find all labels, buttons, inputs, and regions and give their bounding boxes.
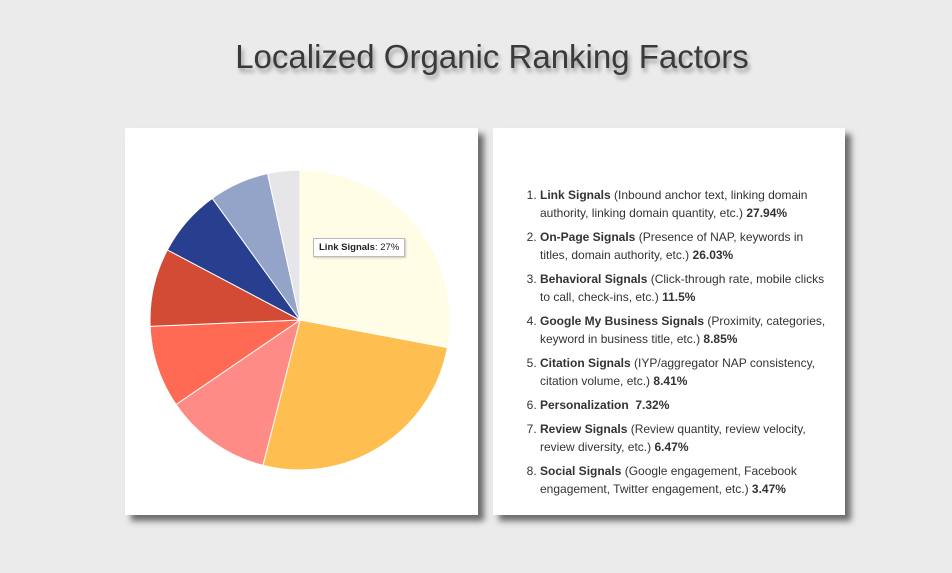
page-title: Localized Organic Ranking Factors (235, 38, 749, 75)
factor-value: 3.47% (751, 482, 786, 496)
factor-value: 6.47% (654, 440, 689, 454)
pie-slice (299, 169, 451, 349)
factor-name: Behavioral Signals (540, 272, 648, 286)
factor-description: (Presence of NAP, keywords in titles, do… (540, 230, 804, 262)
list-item: Review Signals (Review quantity, review … (540, 420, 832, 456)
list-item: Google My Business Signals (Proximity, c… (540, 312, 832, 348)
list-item: Personalization 7.32% (540, 396, 832, 414)
factor-value: 8.85% (703, 332, 738, 346)
factor-value: 8.41% (653, 374, 688, 388)
factor-name: Review Signals (540, 422, 628, 436)
factor-description: (Review quantity, review velocity, revie… (540, 422, 806, 454)
factor-name: Citation Signals (540, 356, 631, 370)
factor-description: (Google engagement, Facebook engagement,… (540, 464, 797, 496)
pie-slice (266, 169, 301, 321)
list-item: On-Page Signals (Presence of NAP, keywor… (540, 228, 832, 264)
tooltip-name: Link Signals (319, 242, 375, 253)
list-card: Link Signals (Inbound anchor text, linki… (493, 128, 845, 515)
factor-name: Google My Business Signals (540, 314, 705, 328)
factor-list: Link Signals (Inbound anchor text, linki… (540, 186, 832, 504)
factor-description: (Inbound anchor text, linking domain aut… (540, 188, 808, 220)
list-item: Social Signals (Google engagement, Faceb… (540, 462, 832, 498)
factor-value: 26.03% (692, 248, 734, 262)
factor-value: 11.5% (662, 290, 696, 304)
tooltip-text: : 27% (374, 242, 400, 253)
factor-name: Link Signals (540, 188, 611, 202)
factor-value: 7.32% (635, 398, 670, 412)
list-item: Link Signals (Inbound anchor text, linki… (540, 186, 832, 222)
factor-name: On-Page Signals (540, 230, 636, 244)
pie-slice (262, 319, 449, 471)
factor-description: (Proximity, categories, keyword in busin… (540, 314, 826, 346)
factor-description: (Click-through rate, mobile clicks to ca… (540, 272, 825, 304)
tooltip: Link Signals: 27% (313, 238, 406, 257)
factor-value: 27.94% (746, 206, 788, 220)
chart-card: Link Signals: 27% (125, 128, 478, 515)
list-item: Behavioral Signals (Click-through rate, … (540, 270, 832, 306)
pie-slice (149, 319, 302, 406)
factor-name: Personalization (540, 398, 629, 412)
list-item: Citation Signals (IYP/aggregator NAP con… (540, 354, 832, 390)
factor-description: (IYP/aggregator NAP consistency, citatio… (540, 356, 816, 388)
factor-name: Social Signals (540, 464, 622, 478)
pie-chart (149, 169, 451, 471)
pie-slice (175, 318, 301, 466)
